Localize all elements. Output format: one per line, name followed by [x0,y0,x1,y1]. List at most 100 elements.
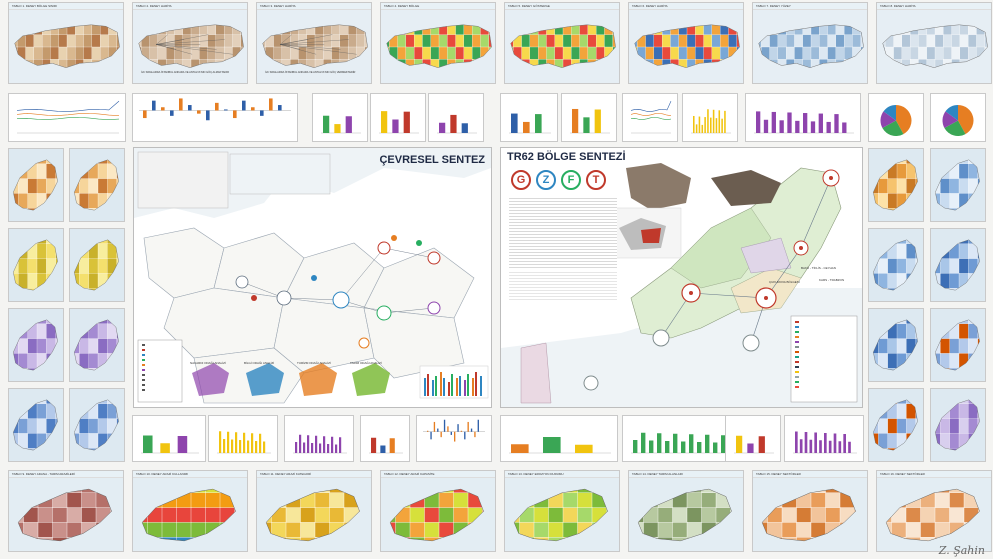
cevresel-sentez-map [134,148,491,407]
turkey-map [877,10,991,83]
chart-card [725,415,781,462]
swot-text-block-2 [509,270,617,300]
gzft-g: G [511,170,531,190]
top-map-tile: TABLO 1. DENEY BÖLGE SINIRI [8,2,124,84]
side-map-tile [868,308,924,382]
turkey-map [9,10,123,83]
side-map-tile [868,388,924,462]
chart-thumbnail [793,431,857,454]
top-map-tile: TABLO 4. DENEY BÖLGE [380,2,496,84]
tr62-sentez-panel: TR62 BÖLGE SENTEZİ G Z F T BAKÜ - TİFLİS… [500,147,863,408]
side-map-tile [930,148,986,222]
side-map-tile [930,388,986,462]
tile-header: TABLO 7. DENEY YÜZEY [753,3,867,10]
tile-header: TABLO 15. DENEY SEKTÖRLER [753,471,867,478]
right-panel-title: TR62 BÖLGE SENTEZİ [507,151,626,163]
region-map [9,309,63,381]
chart-thumbnail [423,419,485,442]
bottom-map-tile: TABLO 12. DENEY ARAZİ KAPASİTE [380,470,496,552]
side-map-tile [868,148,924,222]
gzft-f: F [561,170,581,190]
region-map [257,478,371,551]
chart-thumbnail [570,108,610,134]
bottom-map-tile: TABLO 10. DENEY ARAZİ KULLANIMI [132,470,248,552]
region-map [9,149,63,221]
turkey-map [505,10,619,83]
label-cukurova: ÇUKUROVA BÖLGESİ [769,280,800,284]
turkey-map [381,10,495,83]
chart-thumbnail [631,432,733,454]
chart-thumbnail [293,434,347,454]
region-map [869,229,923,301]
chart-card [500,415,618,462]
region-map [70,389,124,461]
bottom-map-tile: TABLO 11. DENEY ARAZİ KATEGORİ [256,470,372,552]
bottom-map-tile: TABLO 16. DENEY SEKTÖRLER [876,470,992,552]
chart-thumbnail [509,113,551,134]
region-map [70,229,124,301]
chart-card [561,93,617,142]
chart-card [8,93,126,142]
side-map-tile [868,228,924,302]
chart-thumbnail [321,115,361,134]
tile-header: TABLO 4. DENEY BÖLGE [381,3,495,10]
bottom-map-tile: TABLO 9. DENEY ADANA - TARIM ARAZİLERİ [8,470,124,552]
chart-thumbnail [630,100,672,134]
chart-card [500,93,558,142]
region-map [70,149,124,221]
chart-card [745,93,861,142]
chart-card [132,93,298,142]
chart-thumbnail [509,437,611,454]
chart-card [682,93,738,142]
tile-header: TABLO 8. DENEY HARİTA [877,3,991,10]
tile-header: TABLO 1. DENEY BÖLGE SINIRI [9,3,123,10]
region-map [869,389,923,461]
chart-card [416,415,492,462]
chart-card [312,93,368,142]
chart-thumbnail [754,111,854,134]
turkey-map [257,10,371,83]
region-map [629,478,743,551]
region-map [931,149,985,221]
side-map-tile [69,308,125,382]
tile-header: TABLO 3. DENEY HARİTA [257,3,371,10]
left-panel-title: ÇEVRESEL SENTEZ [379,154,485,166]
side-map-tile [69,228,125,302]
label-kars: KARS - TRABZON [819,278,845,282]
chart-thumbnail [734,435,774,454]
tile-header: TABLO 5. DENEY GÖSTERGE [505,3,619,10]
region-map [381,478,495,551]
label-btc: BAKÜ - TİFLİS - CEYHAN [801,266,836,270]
top-map-tile: TABLO 6. DENEY HARİTA [628,2,744,84]
turkey-map [133,10,247,83]
signature: Z. Şahin [938,544,985,557]
chart-thumbnail [141,435,199,454]
side-map-tile [8,148,64,222]
top-map-tile: TABLO 2. DENEY HARİTA İLK SIRALARDA İSTAN… [132,2,248,84]
analysis-label-3: TURİZM ODAĞI ANALİZİ [297,361,331,365]
side-map-tile [8,308,64,382]
chart-thumbnail [16,100,120,134]
bottom-map-tile: TABLO 15. DENEY SEKTÖRLER [752,470,868,552]
tile-header: TABLO 11. DENEY ARAZİ KATEGORİ [257,471,371,478]
chart-thumbnail [139,98,291,121]
swot-text-block [509,196,617,268]
bottom-map-tile: TABLO 14. DENEY TARIM ALANLARI [628,470,744,552]
tile-header: TABLO 2. DENEY HARİTA [133,3,247,10]
gzft-z: Z [536,170,556,190]
chart-card [622,415,740,462]
top-map-tile: TABLO 5. DENEY GÖSTERGE [504,2,620,84]
map-caption: İLK SIRALARDA İSTANBUL ANKARA VE ANTALYA… [141,71,229,74]
chart-card [868,93,924,142]
chart-card [360,415,410,462]
region-map [505,478,619,551]
chart-card [784,415,864,462]
bottom-map-tile: TABLO 13. DENEY EROZYON DURUMU [504,470,620,552]
chart-thumbnail [379,111,419,134]
region-map [869,149,923,221]
analysis-label-4: TARIM ODAĞI ANALİZİ [350,361,382,365]
chart-card [622,93,678,142]
chart-card [930,93,986,142]
tr62-map [501,148,862,407]
top-map-tile: TABLO 8. DENEY HARİTA [876,2,992,84]
